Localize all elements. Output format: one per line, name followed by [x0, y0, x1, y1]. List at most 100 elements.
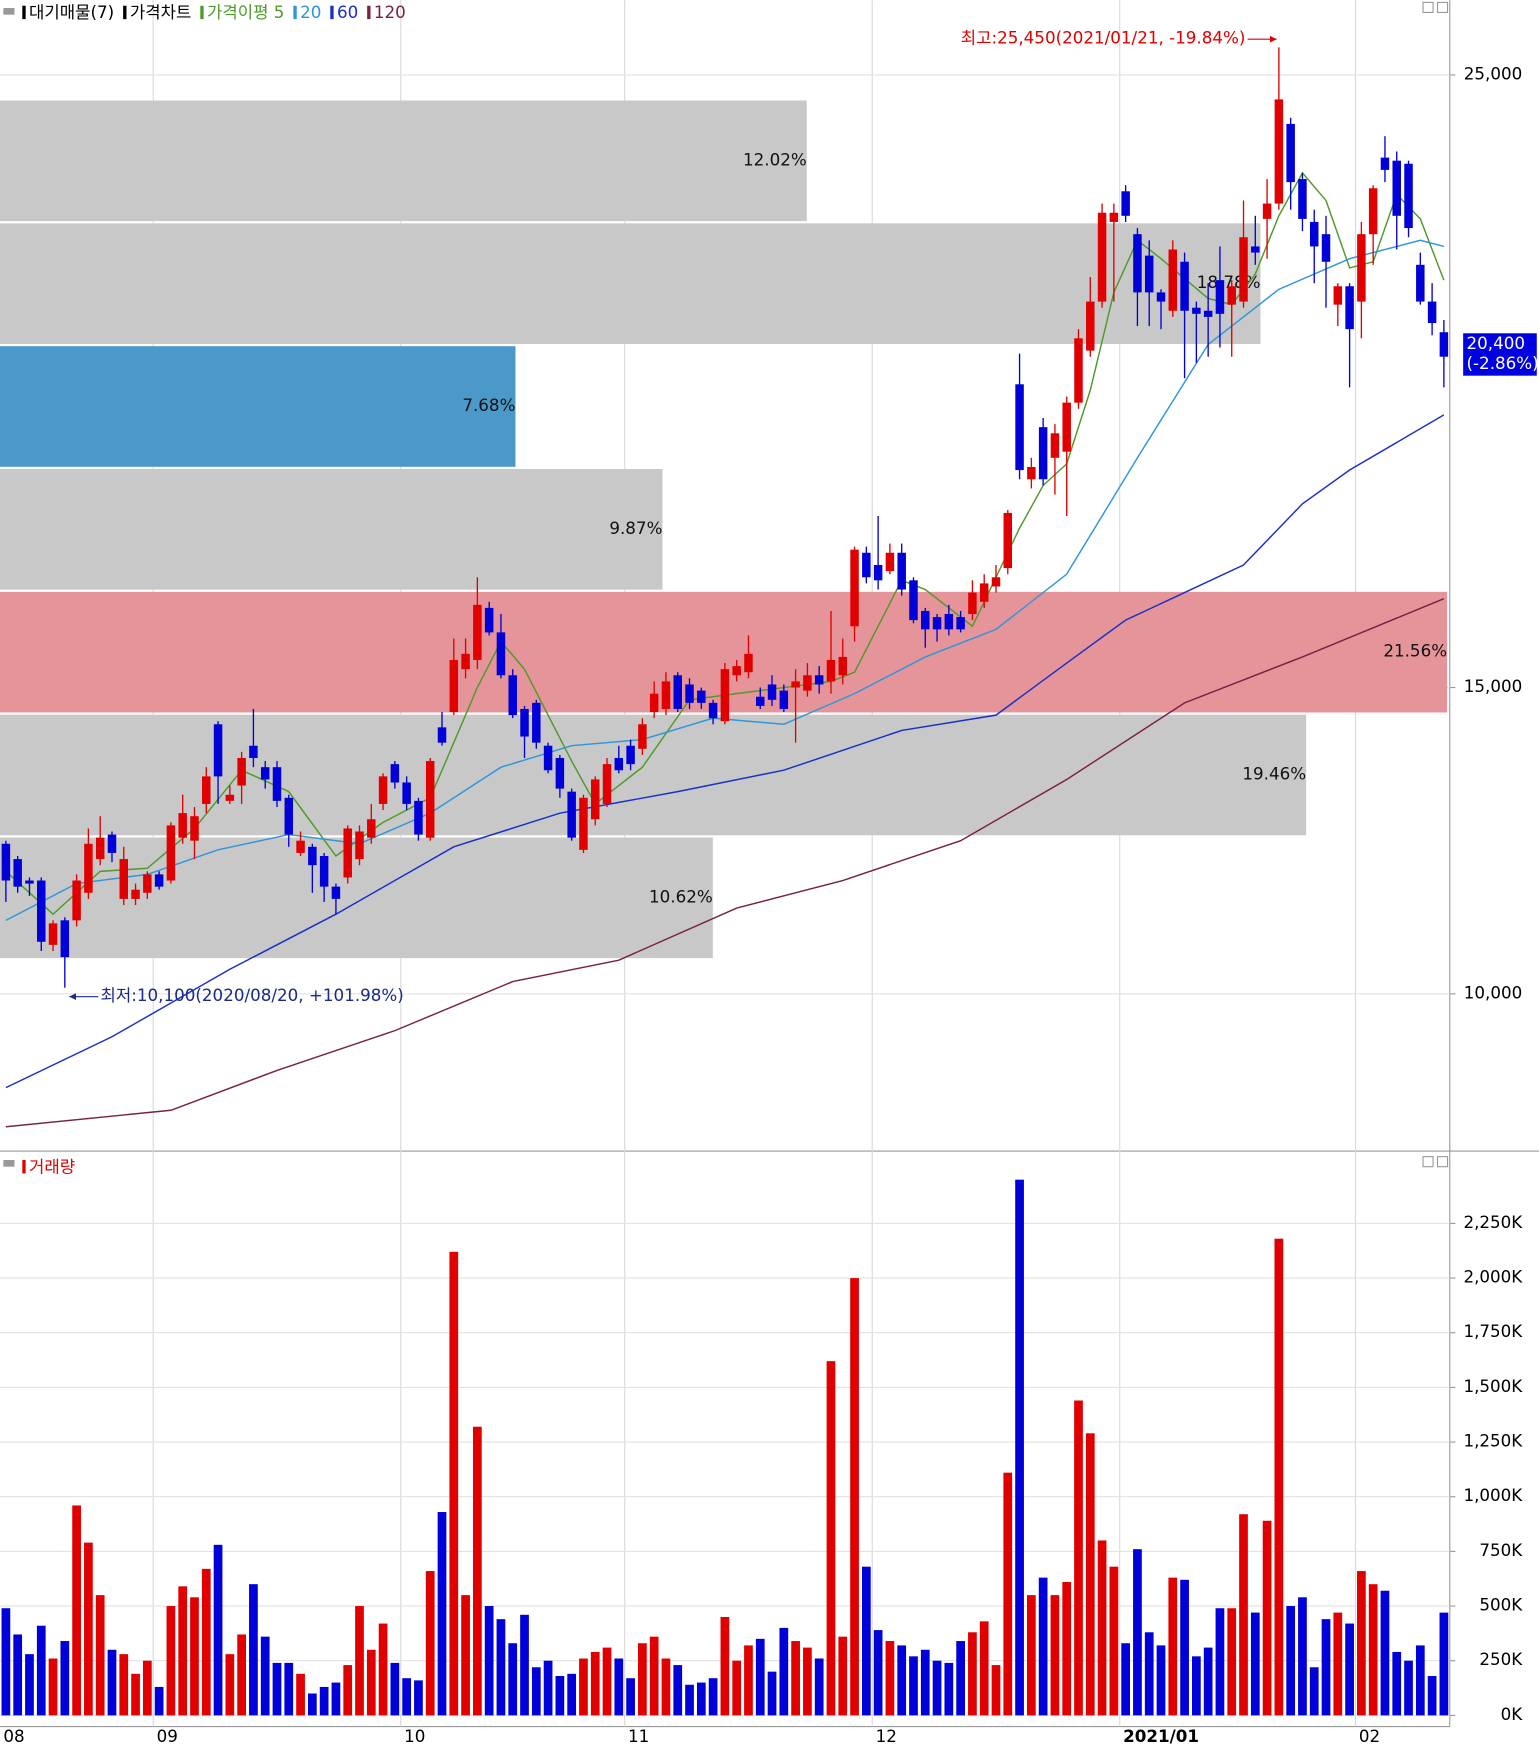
- volume-bar: [1215, 1608, 1225, 1716]
- window-button[interactable]: [1422, 1156, 1434, 1168]
- candle-body: [1215, 280, 1225, 314]
- volume-bar: [1015, 1179, 1024, 1716]
- legend-label: 대기매물(7): [29, 2, 114, 22]
- candle-body: [84, 843, 93, 893]
- volume-bar: [1203, 1647, 1213, 1716]
- volume-bar: [1227, 1608, 1237, 1716]
- candle-body: [850, 549, 859, 627]
- candle-body: [1380, 157, 1390, 170]
- volume-bar: [696, 1682, 706, 1716]
- volume-bar: [873, 1630, 883, 1716]
- candle-body: [932, 617, 942, 630]
- candle-body: [143, 874, 152, 893]
- candle-body: [956, 617, 965, 630]
- volume-bar: [225, 1654, 235, 1716]
- candle-body: [1, 843, 11, 881]
- candle-body: [107, 834, 117, 853]
- candle-body: [95, 837, 105, 860]
- volume-bar: [508, 1643, 518, 1716]
- volume-bar: [154, 1686, 164, 1716]
- candle-body: [579, 797, 588, 850]
- volume-bar: [1415, 1645, 1425, 1716]
- volume-bar: [178, 1586, 188, 1716]
- window-button[interactable]: [1422, 1, 1434, 13]
- legend-marker: [22, 1159, 26, 1174]
- y-tick-label: 1,000K: [1463, 1485, 1523, 1505]
- candle-body: [1309, 221, 1319, 247]
- candle-body: [131, 889, 140, 899]
- candle-body: [1097, 212, 1107, 302]
- candle-body: [60, 920, 70, 958]
- candle-body: [1003, 512, 1013, 569]
- volume-profile-label: 12.02%: [743, 149, 807, 169]
- candle-body: [119, 859, 129, 899]
- candle-body: [661, 681, 671, 709]
- volume-bar: [1298, 1597, 1307, 1716]
- legend-label: 20: [300, 2, 321, 22]
- candle-body: [331, 886, 341, 899]
- candle-body: [1144, 255, 1154, 293]
- volume-bar: [1427, 1676, 1437, 1716]
- candle-body: [944, 614, 954, 630]
- candle-body: [1121, 191, 1130, 216]
- window-button[interactable]: [1436, 1, 1449, 13]
- volume-bar: [284, 1662, 294, 1716]
- volume-bar: [60, 1641, 70, 1716]
- candle-body: [1133, 234, 1142, 293]
- candle-body: [826, 659, 836, 682]
- volume-bar: [1404, 1660, 1413, 1716]
- pane-icon: [3, 7, 15, 15]
- volume-bar: [838, 1636, 848, 1716]
- volume-bar: [355, 1606, 364, 1716]
- volume-bar: [1038, 1577, 1048, 1716]
- candle-body: [708, 702, 718, 719]
- candle-body: [508, 675, 517, 716]
- candle-body: [1192, 307, 1201, 314]
- legend-label: 가격차트: [130, 2, 192, 22]
- candle-body: [437, 727, 447, 743]
- volume-bar: [166, 1606, 176, 1716]
- candle-body: [1416, 264, 1425, 302]
- candle-body: [272, 767, 282, 801]
- volume-bar: [402, 1678, 412, 1716]
- candle-body: [13, 859, 22, 887]
- candle-body: [991, 577, 1001, 587]
- y-tick-label: 10,000: [1464, 982, 1523, 1002]
- volume-bar: [708, 1678, 718, 1716]
- legend-marker: [367, 5, 371, 20]
- candle-body: [1392, 160, 1401, 216]
- candle-body: [355, 831, 364, 860]
- volume-bar: [1368, 1584, 1378, 1716]
- window-button[interactable]: [1436, 1156, 1449, 1168]
- candle-body: [249, 745, 258, 758]
- candle-body: [1368, 188, 1378, 235]
- candle-body: [37, 880, 46, 942]
- candle-body: [590, 779, 600, 820]
- candle-body: [885, 552, 895, 572]
- legend-marker: [22, 5, 26, 20]
- candle-body: [1321, 234, 1331, 262]
- volume-bar: [473, 1426, 482, 1716]
- volume-profile-bar: [0, 100, 807, 222]
- volume-bar: [673, 1665, 683, 1716]
- last-price-label: 20,400: [1467, 333, 1526, 353]
- candle-body: [496, 632, 506, 676]
- legend-marker: [123, 5, 127, 20]
- candle-body: [484, 607, 494, 633]
- y-tick-label: 1,500K: [1463, 1376, 1523, 1396]
- volume-bar: [614, 1658, 624, 1716]
- moving-average-line: [5, 598, 1445, 1128]
- volume-bar: [944, 1662, 954, 1716]
- volume-bar: [25, 1654, 34, 1716]
- volume-bar: [131, 1673, 140, 1716]
- y-tick-label: 1,750K: [1463, 1321, 1523, 1341]
- candle-body: [1156, 292, 1166, 302]
- candle-body: [897, 552, 906, 590]
- volume-bar: [732, 1660, 742, 1716]
- candle-body: [1345, 286, 1354, 330]
- candle-body: [921, 610, 930, 630]
- candle-body: [1074, 338, 1083, 403]
- volume-bar: [991, 1665, 1001, 1716]
- volume-bar: [779, 1627, 789, 1716]
